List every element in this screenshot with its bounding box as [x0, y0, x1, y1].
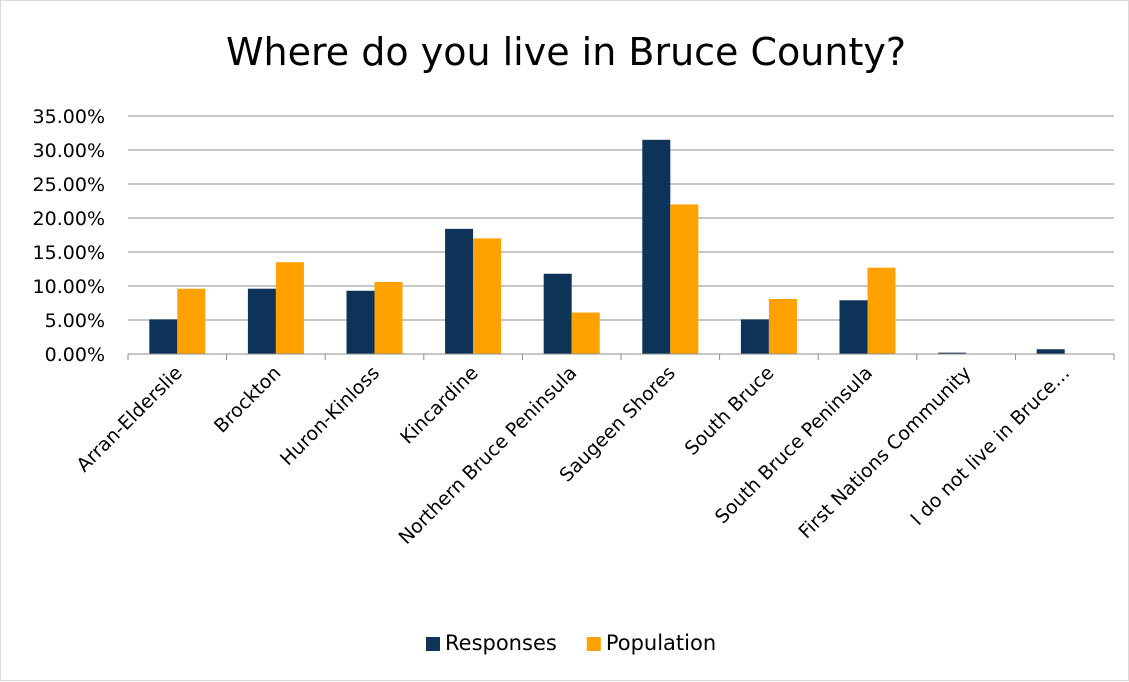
y-tick-label: 35.00% [33, 106, 105, 128]
y-tick-label: 15.00% [33, 242, 105, 264]
bar-population [374, 281, 403, 354]
x-tick-label: Kincardine [396, 362, 483, 449]
x-axis [127, 353, 1115, 360]
bar-responses [839, 300, 868, 354]
bar-responses [149, 319, 178, 354]
y-tick-label: 10.00% [33, 276, 105, 298]
bars [149, 139, 1065, 354]
bar-responses [445, 228, 474, 354]
bar-responses [543, 273, 572, 354]
x-tick-label: Northern Bruce Peninsula [394, 362, 581, 549]
y-axis-ticks: 0.00% 5.00% 10.00% 15.00% 20.00% 25.00% 30.00%… [33, 106, 105, 366]
bar-responses [938, 352, 967, 354]
y-tick-label: 5.00% [45, 310, 105, 332]
x-tick-label: South Bruce [681, 362, 779, 460]
y-tick-label: 0.00% [45, 344, 105, 366]
x-tick-label: Brockton [210, 362, 285, 437]
legend-swatch-responses [426, 637, 440, 651]
legend-label: Responses [445, 631, 557, 655]
y-tick-label: 20.00% [33, 208, 105, 230]
chart-title: Where do you live in Bruce County? [226, 30, 906, 74]
x-tick-label: Huron-Kinloss [276, 362, 384, 470]
bar-population [473, 238, 502, 354]
bar-responses [642, 139, 671, 354]
x-tick-label: I do not live in Bruce… [906, 362, 1074, 530]
x-tick-label: Arran-Elderslie [72, 362, 186, 476]
bar-population [768, 298, 797, 354]
x-tick-label: First Nations Community [794, 362, 975, 543]
legend-label: Population [606, 631, 716, 655]
bar-population [275, 262, 304, 354]
bar-responses [740, 319, 769, 354]
y-tick-label: 30.00% [33, 140, 105, 162]
bar-responses [346, 290, 375, 354]
legend: Responses Population [426, 631, 716, 655]
bar-population [670, 204, 699, 354]
bar-responses [1036, 349, 1065, 354]
y-tick-label: 25.00% [33, 174, 105, 196]
legend-swatch-population [586, 637, 601, 651]
x-tick-label: South Bruce Peninsula [711, 362, 877, 528]
bar-responses [247, 288, 276, 354]
bar-population [177, 288, 206, 354]
bar-population [867, 267, 896, 354]
bar-population [571, 312, 600, 354]
